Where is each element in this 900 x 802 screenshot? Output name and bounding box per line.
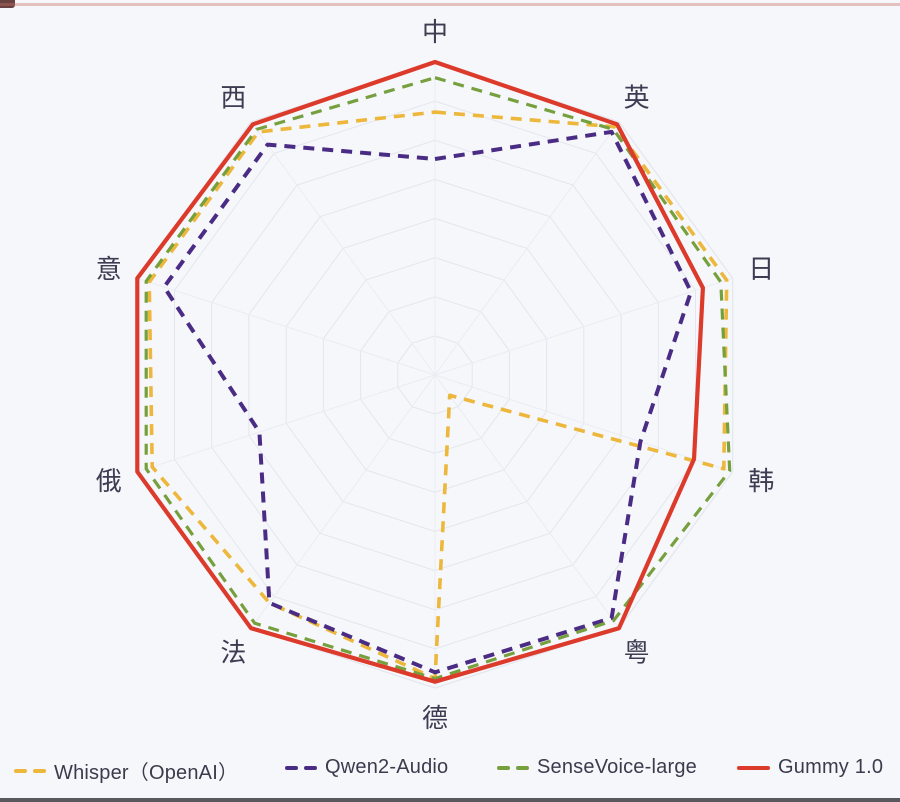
axis-line (434, 374, 733, 473)
legend-label: Qwen2-Audio (325, 756, 449, 778)
legend-marker-dashed (285, 765, 317, 770)
legend-dash (33, 768, 46, 773)
legend-label: Whisper（OpenAI） (54, 762, 239, 784)
radar-axis-lines (137, 62, 733, 688)
axis-label-6: 法 (220, 638, 246, 668)
series-line-1 (162, 129, 693, 675)
axis-label-4: 粤 (624, 638, 650, 668)
axis-line (137, 277, 436, 376)
legend-item-2[interactable]: SenseVoice-large (497, 756, 697, 779)
legend-label: SenseVoice-large (537, 756, 697, 778)
legend-marker-dashed (14, 768, 46, 773)
legend-dash (285, 765, 298, 770)
legend-marker-dashed (497, 765, 529, 770)
axis-label-2: 日 (748, 254, 774, 284)
axis-label-0: 中 (422, 17, 448, 47)
axis-line (250, 374, 436, 629)
screenshot-bottom-edge-artifact (0, 798, 900, 802)
legend-item-3[interactable]: Gummy 1.0 (737, 756, 883, 779)
legend-label: Gummy 1.0 (778, 756, 884, 778)
axis-line (434, 277, 733, 376)
legend-dash (516, 765, 529, 770)
axis-line (434, 374, 620, 629)
legend-item-0[interactable]: Whisper（OpenAI） (14, 756, 238, 785)
axis-label-8: 意 (96, 254, 122, 284)
legend-solid-line (737, 765, 770, 770)
axis-line (250, 121, 436, 376)
axis-label-9: 西 (220, 83, 246, 113)
legend-dash (497, 765, 510, 770)
legend-marker-solid (737, 765, 770, 770)
series-line-3 (135, 59, 706, 684)
axis-label-7: 俄 (96, 466, 122, 496)
axis-label-3: 韩 (748, 466, 774, 496)
axis-line (137, 374, 436, 473)
screenshot-corner-artifact (0, 0, 15, 8)
legend-dash (14, 768, 27, 773)
series-line-2 (144, 76, 732, 681)
legend-dash (304, 765, 317, 770)
axis-line (434, 121, 620, 376)
axis-label-5: 德 (422, 703, 448, 733)
legend-item-1[interactable]: Qwen2-Audio (285, 756, 448, 779)
chart-legend: Whisper（OpenAI） Qwen2-Audio SenseVoice-lar… (0, 756, 900, 796)
axis-label-1: 英 (624, 83, 650, 113)
screenshot-top-edge-artifact (0, 3, 900, 6)
